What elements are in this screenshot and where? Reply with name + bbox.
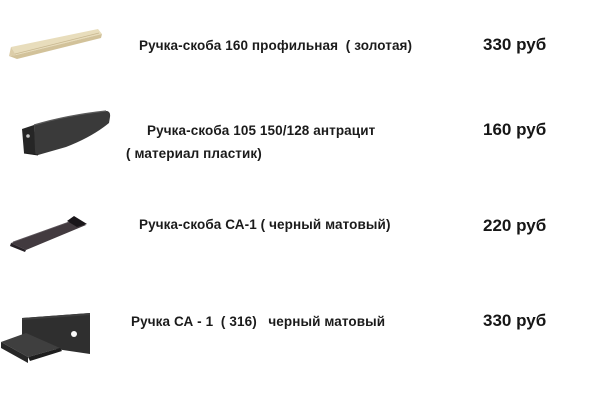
- product-name: Ручка-скоба СА-1 ( черный матовый): [139, 217, 391, 232]
- product-name-line2: ( материал пластик): [126, 146, 262, 161]
- product-price: 330 руб: [483, 311, 547, 330]
- gold-profile-handle-image: [9, 29, 102, 59]
- product-name: Ручка СА - 1 ( 316) черный матовый: [131, 314, 386, 329]
- product-image: [8, 212, 93, 252]
- black-curved-handle-image: [22, 110, 111, 156]
- product-name: Ручка-скоба 105 150/128 антрацит: [147, 123, 376, 138]
- product-image: [18, 110, 114, 160]
- product-price: 160 руб: [483, 120, 547, 139]
- black-angle-handle-image: [1, 313, 90, 363]
- product-price: 220 руб: [483, 216, 547, 235]
- product-image: [0, 306, 98, 368]
- product-name: Ручка-скоба 160 профильная ( золотая): [139, 38, 413, 53]
- product-price: 330 руб: [483, 35, 547, 54]
- black-flat-handle-image: [10, 216, 87, 252]
- product-image: [5, 26, 105, 62]
